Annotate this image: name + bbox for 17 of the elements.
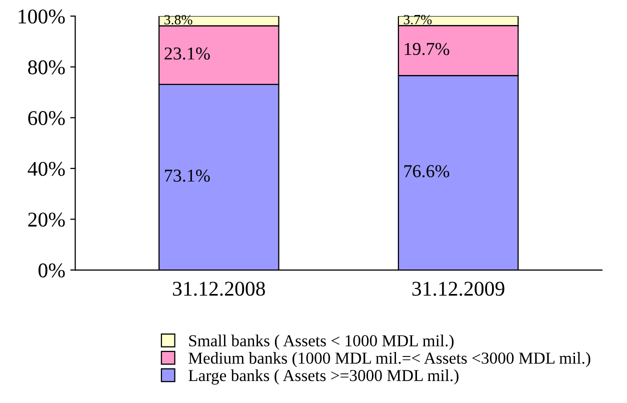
legend-label: Medium banks (1000 MDL mil.=< Assets <3000 MDL mil.) (188, 352, 590, 368)
legend-label: Small banks ( Assets < 1000 MDL mil.) (189, 334, 454, 350)
data-label: 76.6% (404, 165, 450, 178)
data-label: 3.8% (164, 15, 192, 24)
data-label: 73.1% (165, 170, 210, 182)
legend-label: Large banks ( Assets >=3000 MDL mil.) (188, 369, 458, 385)
data-label: 3.7% (404, 14, 432, 24)
x-tick-label: 31.12.2008 (173, 282, 265, 296)
y-tick-label: 20% (28, 212, 65, 227)
data-label: 19.7% (404, 42, 450, 56)
x-tick-label: 31.12.2009 (412, 282, 504, 296)
y-tick-label: 80% (28, 60, 65, 74)
y-tick-label: 40% (28, 162, 65, 176)
y-tick-label: 0% (38, 263, 65, 278)
y-tick-label: 100% (18, 9, 65, 24)
data-label: 23.1% (164, 47, 210, 60)
y-tick-label: 60% (28, 111, 65, 126)
